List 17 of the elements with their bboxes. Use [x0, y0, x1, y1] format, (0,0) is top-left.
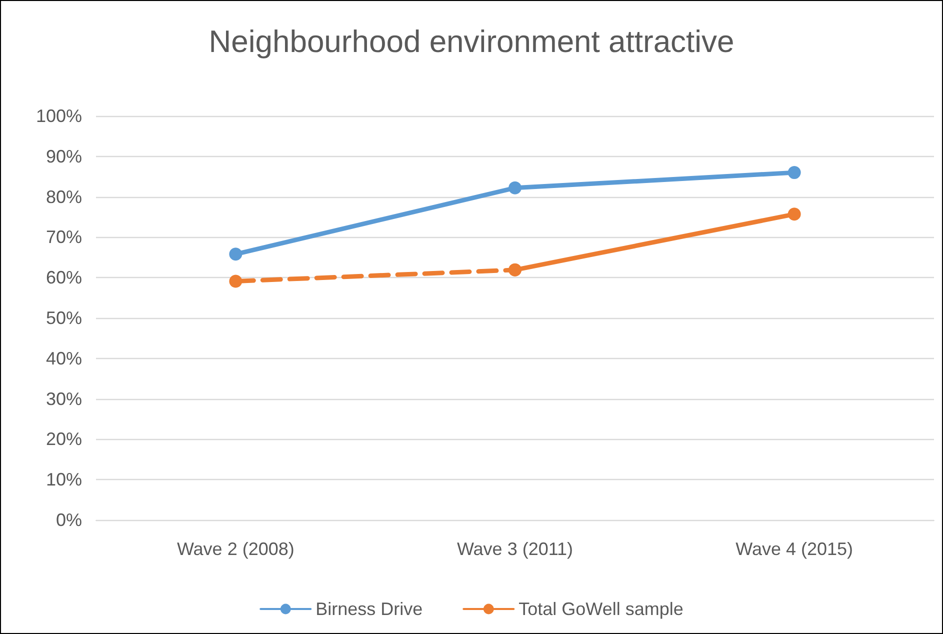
y-tick-label: 50% — [46, 308, 82, 328]
y-tick-label: 40% — [46, 348, 82, 368]
x-tick-label: Wave 2 (2008) — [176, 539, 294, 559]
chart-title: Neighbourhood environment attractive — [208, 24, 734, 59]
y-tick-label: 70% — [46, 227, 82, 248]
x-tick-label: Wave 4 (2015) — [736, 539, 854, 559]
y-tick-label: 100% — [36, 106, 82, 126]
y-tick-label: 80% — [46, 186, 82, 207]
y-tick-label: 10% — [46, 470, 82, 490]
y-tick-label: 30% — [46, 388, 82, 409]
y-tick-label: 0% — [56, 510, 82, 530]
y-tick-label: 60% — [46, 268, 82, 288]
y-tick-label: 90% — [46, 146, 82, 166]
x-tick-label: Wave 3 (2011) — [456, 539, 574, 559]
y-tick-label: 20% — [46, 429, 82, 450]
legend-label: Birness Drive — [316, 599, 423, 619]
legend-label: Total GoWell sample — [518, 599, 684, 619]
